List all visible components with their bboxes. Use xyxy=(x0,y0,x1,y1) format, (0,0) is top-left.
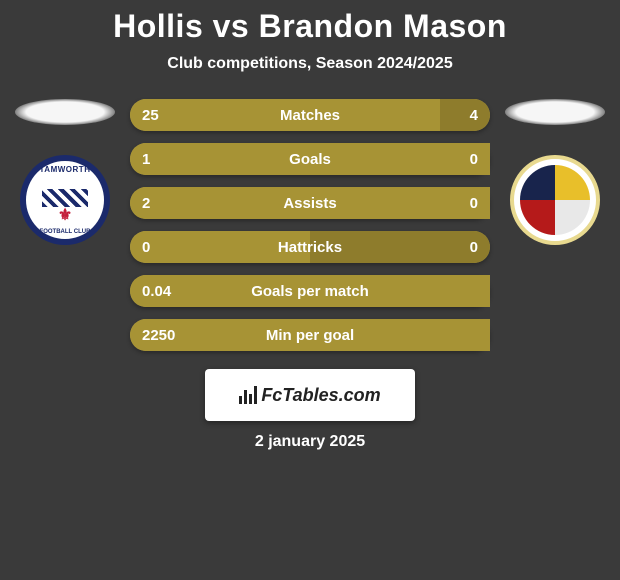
left-club-column: TAMWORTH ⚜ FOOTBALL CLUB xyxy=(10,99,120,245)
crest-q4 xyxy=(555,200,590,235)
chart-icon xyxy=(239,386,257,404)
stat-row: 0Hattricks0 xyxy=(130,231,490,263)
stat-row: 25Matches4 xyxy=(130,99,490,131)
stat-value-right: 0 xyxy=(470,239,478,256)
date-text: 2 january 2025 xyxy=(0,433,620,451)
stat-value-right: 0 xyxy=(470,195,478,212)
stat-label: Hattricks xyxy=(130,239,490,256)
left-club-crest: TAMWORTH ⚜ FOOTBALL CLUB xyxy=(20,155,110,245)
brand-logo: FcTables.com xyxy=(239,385,380,406)
stat-row: 2250Min per goal xyxy=(130,319,490,351)
player-shadow-right xyxy=(505,99,605,125)
comparison-area: TAMWORTH ⚜ FOOTBALL CLUB 25Matches4 1Goal… xyxy=(0,99,620,351)
stat-rows: 25Matches41Goals02Assists00Hattricks00.0… xyxy=(130,99,490,351)
crest-quarters xyxy=(520,165,590,235)
stat-value-right: 4 xyxy=(470,107,478,124)
crest-q1 xyxy=(520,165,555,200)
page-subtitle: Club competitions, Season 2024/2025 xyxy=(0,55,620,73)
stat-label: Matches xyxy=(130,107,490,124)
stat-label: Assists xyxy=(130,195,490,212)
stat-row: 2Assists0 xyxy=(130,187,490,219)
stat-row: 1Goals0 xyxy=(130,143,490,175)
stat-label: Goals xyxy=(130,151,490,168)
page-title: Hollis vs Brandon Mason xyxy=(0,8,620,45)
crest-q3 xyxy=(520,200,555,235)
crest-q2 xyxy=(555,165,590,200)
player-shadow-left xyxy=(15,99,115,125)
infographic-container: Hollis vs Brandon Mason Club competition… xyxy=(0,0,620,580)
brand-text: FcTables.com xyxy=(261,385,380,406)
right-club-column xyxy=(500,99,610,245)
right-club-crest xyxy=(510,155,600,245)
stat-label: Goals per match xyxy=(130,283,490,300)
stat-label: Min per goal xyxy=(130,327,490,344)
footer-brand-block: FcTables.com xyxy=(205,369,415,421)
fleur-icon: ⚜ xyxy=(58,207,72,225)
crest-pattern xyxy=(42,189,88,207)
stat-value-right: 0 xyxy=(470,151,478,168)
stat-row: 0.04Goals per match xyxy=(130,275,490,307)
